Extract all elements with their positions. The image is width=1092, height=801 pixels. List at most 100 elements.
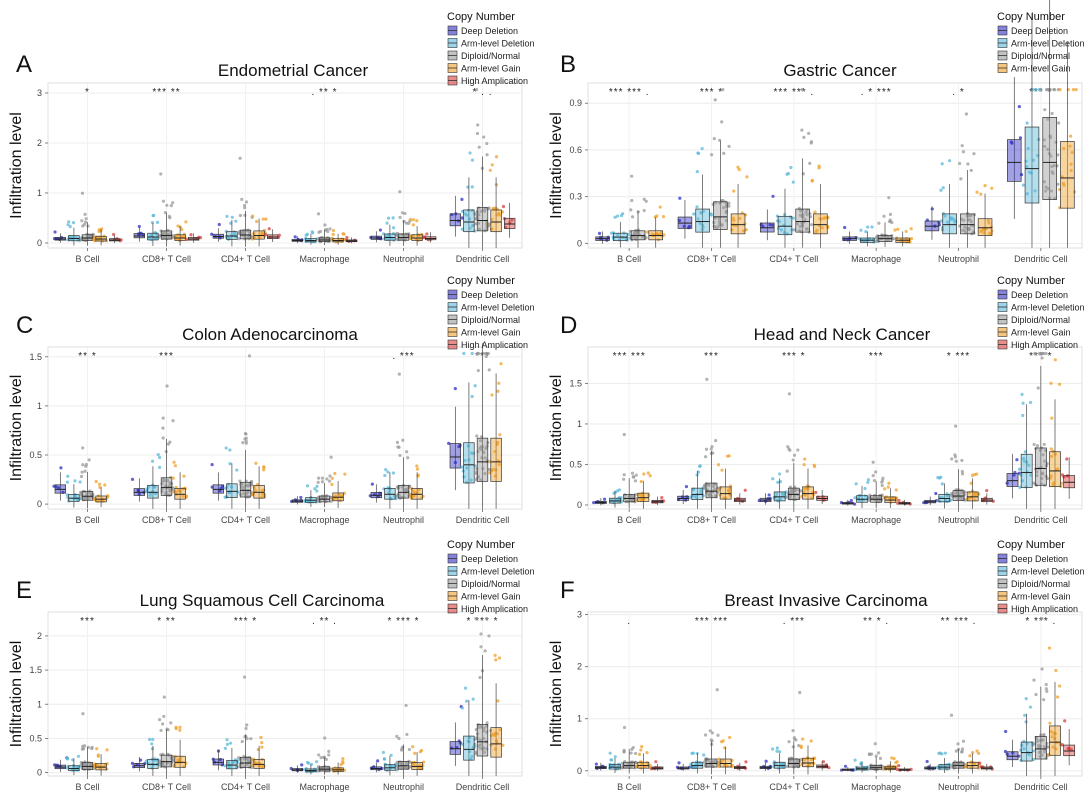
data-point <box>695 170 699 174</box>
data-point <box>778 472 782 476</box>
data-point <box>415 219 419 223</box>
data-point <box>805 213 809 217</box>
data-point <box>234 219 238 223</box>
data-point <box>1050 416 1054 420</box>
data-point <box>949 713 954 717</box>
y-tick-label: 0 <box>37 768 42 778</box>
data-point <box>1025 121 1029 125</box>
data-point <box>158 717 162 722</box>
data-point <box>608 751 612 755</box>
box <box>147 484 159 499</box>
data-point <box>323 223 327 227</box>
data-point <box>254 461 258 465</box>
data-point <box>779 228 784 232</box>
data-point <box>299 495 303 500</box>
data-point <box>882 214 886 218</box>
legend-title: Copy Number <box>997 11 1065 23</box>
data-point <box>1033 351 1037 356</box>
data-point <box>250 763 254 767</box>
significance-marker: *** *** <box>613 351 646 362</box>
data-point <box>386 470 390 474</box>
data-point <box>943 751 947 755</box>
legend-item-label: Arm-level Gain <box>461 328 521 338</box>
data-point <box>150 742 154 746</box>
significance-marker: *** * <box>782 351 805 362</box>
data-point <box>496 389 500 393</box>
data-point <box>397 736 401 741</box>
data-point <box>80 191 85 195</box>
x-tick-label: Neutrophil <box>938 254 979 264</box>
data-point <box>592 501 596 505</box>
y-tick-label: 0 <box>577 238 582 248</box>
data-point <box>246 228 250 233</box>
data-point <box>622 748 626 752</box>
data-point <box>477 227 481 231</box>
data-point <box>867 752 872 756</box>
data-point <box>1044 185 1048 189</box>
data-point <box>66 223 70 227</box>
data-point <box>465 699 469 703</box>
data-point <box>692 212 696 216</box>
box <box>1020 741 1033 762</box>
data-point <box>65 757 70 761</box>
data-point <box>1033 88 1038 92</box>
box <box>977 218 993 236</box>
y-tick-label: 1 <box>577 714 582 724</box>
data-point <box>262 468 266 472</box>
data-point <box>105 748 109 752</box>
data-point <box>909 227 913 231</box>
box <box>1049 451 1061 487</box>
box <box>476 724 489 757</box>
data-point <box>622 473 626 477</box>
data-point <box>894 488 898 492</box>
data-point <box>1055 164 1059 168</box>
data-point <box>331 232 335 237</box>
data-point <box>703 733 708 737</box>
data-point <box>78 480 82 484</box>
box <box>795 208 810 233</box>
panel-B: B Gastric Cancer 0 0.3 0.6 0.9 Infiltration le… <box>548 0 1085 264</box>
significance-marker: * *** * <box>466 616 498 627</box>
data-point <box>776 480 780 484</box>
y-axis-label: Infiltration level <box>548 375 565 482</box>
data-point <box>165 203 169 207</box>
data-point <box>159 234 163 238</box>
data-point <box>176 224 180 228</box>
data-point <box>165 727 169 731</box>
data-point <box>250 237 255 241</box>
data-point <box>661 215 666 219</box>
data-point <box>65 480 70 484</box>
data-point <box>721 739 725 743</box>
data-point <box>943 214 947 218</box>
data-point <box>812 463 816 467</box>
data-point <box>178 725 182 729</box>
data-point <box>1037 351 1042 356</box>
data-point <box>498 213 502 217</box>
significance-marker: *** <box>704 351 719 362</box>
data-point <box>897 764 901 768</box>
data-point <box>616 233 620 237</box>
data-point <box>318 229 323 234</box>
x-tick-label: B Cell <box>617 515 641 525</box>
legend-item-label: Arm-level Deletion <box>461 567 535 577</box>
data-point <box>736 165 740 169</box>
data-point <box>1045 689 1049 693</box>
data-point <box>59 466 63 470</box>
data-point <box>327 753 331 757</box>
data-point <box>722 151 726 155</box>
data-point <box>228 448 232 452</box>
data-point <box>1031 158 1035 162</box>
box <box>1063 744 1076 757</box>
data-point <box>309 762 314 766</box>
significance-marker: ** *** . <box>941 616 977 627</box>
data-point <box>904 229 908 234</box>
data-point <box>939 475 943 479</box>
data-point <box>880 483 884 488</box>
data-point <box>629 208 633 212</box>
data-point <box>721 198 725 203</box>
significance-marker: . *** <box>392 351 414 362</box>
data-point <box>630 174 634 178</box>
data-point <box>648 474 652 478</box>
data-point <box>460 197 464 201</box>
data-point <box>979 230 983 234</box>
